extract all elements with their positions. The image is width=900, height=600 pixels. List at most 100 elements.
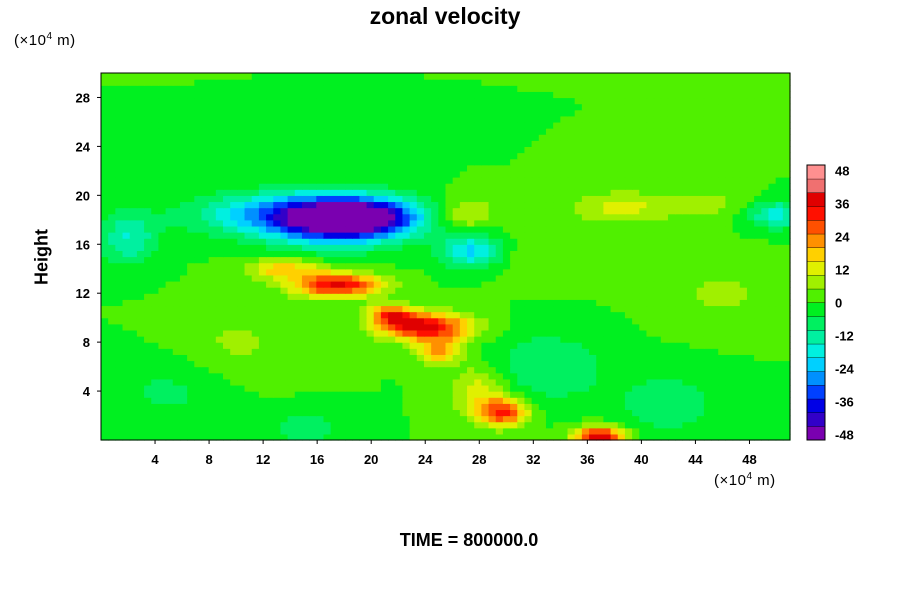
heatmap-cell — [510, 299, 518, 307]
heatmap-cell — [782, 287, 791, 294]
heatmap-cell — [725, 311, 734, 319]
heatmap-cell — [359, 372, 368, 380]
heatmap-cell — [294, 195, 303, 203]
heatmap-cell — [567, 329, 576, 337]
heatmap-cell — [711, 146, 719, 154]
heatmap-cell — [438, 323, 447, 331]
heatmap-cell — [689, 421, 698, 429]
heatmap-cell — [667, 403, 676, 411]
heatmap-cell — [545, 397, 554, 404]
heatmap-cell — [438, 348, 447, 355]
heatmap-cell — [194, 354, 203, 362]
heatmap-cell — [689, 219, 698, 227]
heatmap-cell — [711, 238, 719, 245]
heatmap-cell — [115, 323, 124, 331]
heatmap-cell — [352, 262, 360, 270]
heatmap-cell — [215, 170, 224, 178]
heatmap-cell — [108, 183, 116, 190]
heatmap-cell — [660, 354, 669, 362]
heatmap-cell — [101, 170, 109, 178]
heatmap-cell — [395, 415, 404, 423]
heatmap-cell — [165, 128, 174, 135]
x-unit-prefix: (×10 — [714, 472, 747, 489]
heatmap-cell — [660, 391, 669, 398]
heatmap-cell — [775, 348, 784, 355]
heatmap-cell — [703, 311, 712, 319]
heatmap-cell — [172, 268, 181, 276]
heatmap-cell — [194, 201, 203, 209]
heatmap-cell — [653, 158, 662, 166]
heatmap-cell — [187, 244, 195, 251]
heatmap-cell — [323, 183, 332, 190]
heatmap-cell — [682, 128, 691, 135]
heatmap-cell — [711, 391, 719, 398]
heatmap-cell — [136, 360, 145, 368]
heatmap-cell — [639, 128, 648, 135]
heatmap-cell — [352, 293, 360, 300]
heatmap-cell — [194, 397, 203, 404]
heatmap-cell — [718, 421, 727, 429]
heatmap-cell — [574, 280, 583, 288]
heatmap-cell — [617, 299, 626, 307]
heatmap-cell — [373, 323, 382, 331]
heatmap-cell — [467, 397, 475, 404]
heatmap-cell — [388, 201, 396, 209]
heatmap-cell — [574, 225, 583, 233]
heatmap-cell — [172, 219, 181, 227]
heatmap-cell — [452, 433, 461, 441]
heatmap-cell — [172, 164, 181, 172]
heatmap-cell — [380, 225, 389, 233]
heatmap-cell — [352, 213, 360, 221]
heatmap-cell — [746, 195, 755, 203]
heatmap-cell — [316, 176, 325, 184]
heatmap-cell — [395, 336, 404, 343]
heatmap-cell — [488, 176, 497, 184]
heatmap-cell — [531, 415, 540, 423]
heatmap-cell — [524, 287, 533, 294]
heatmap-cell — [287, 372, 296, 380]
heatmap-cell — [510, 342, 518, 349]
heatmap-cell — [129, 384, 138, 392]
heatmap-cell — [172, 415, 181, 423]
heatmap-cell — [502, 384, 511, 392]
heatmap-cell — [323, 366, 332, 374]
heatmap-cell — [280, 421, 289, 429]
heatmap-cell — [739, 427, 748, 435]
heatmap-cell — [581, 207, 590, 215]
heatmap-cell — [703, 348, 712, 355]
heatmap-cell — [646, 403, 655, 411]
heatmap-cell — [416, 207, 425, 215]
heatmap-cell — [172, 354, 181, 362]
heatmap-cell — [703, 305, 712, 313]
heatmap-cell — [452, 287, 461, 294]
heatmap-cell — [646, 354, 655, 362]
heatmap-cell — [201, 164, 210, 172]
heatmap-cell — [201, 170, 210, 178]
heatmap-cell — [675, 372, 683, 380]
heatmap-cell — [359, 268, 368, 276]
heatmap-cell — [653, 317, 662, 325]
heatmap-cell — [596, 183, 604, 190]
heatmap-cell — [775, 311, 784, 319]
heatmap-cell — [280, 317, 289, 325]
heatmap-cell — [488, 317, 497, 325]
heatmap-cell — [201, 256, 210, 264]
heatmap-cell — [165, 354, 174, 362]
heatmap-cell — [646, 268, 655, 276]
chart-title: zonal velocity — [369, 3, 521, 29]
heatmap-cell — [639, 250, 648, 258]
heatmap-cell — [632, 140, 640, 147]
heatmap-cell — [739, 378, 748, 386]
heatmap-cell — [101, 391, 109, 398]
heatmap-cell — [732, 372, 741, 380]
heatmap-cell — [502, 268, 511, 276]
heatmap-cell — [316, 201, 325, 209]
heatmap-cell — [603, 372, 612, 380]
heatmap-cell — [366, 348, 375, 355]
heatmap-cell — [495, 384, 504, 392]
heatmap-cell — [294, 207, 303, 215]
heatmap-cell — [323, 262, 332, 270]
heatmap-cell — [510, 128, 518, 135]
heatmap-cell — [467, 415, 475, 423]
heatmap-cell — [244, 421, 253, 429]
